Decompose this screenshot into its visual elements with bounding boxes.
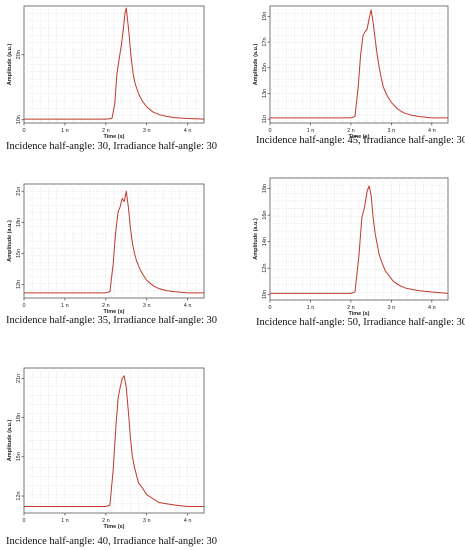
chart-1-y-tick-label: 10n (16, 115, 22, 124)
chart-5-y-tick-label: 21n (16, 374, 22, 383)
chart-3-caption: Incidence half-angle: 35, Irradiance hal… (6, 315, 218, 326)
chart-4-y-tick-label: 12n (262, 264, 268, 273)
chart-2-y-tick-label: 17n (262, 37, 268, 46)
chart-2-y-tick-label: 15n (262, 63, 268, 72)
chart-panel-4: 0 1 n 2 n 3 n 4 n 10n 12n 14n 16n 18n Time (s) Ampl… (248, 172, 465, 337)
chart-4-plot: 0 1 n 2 n 3 n 4 n 10n 12n 14n 16n 18n Time (s) Ampl… (253, 177, 449, 317)
chart-1-x-tick-label: 3 n (143, 128, 151, 134)
chart-2-x-tick-label: 1 n (307, 128, 315, 134)
chart-2-grid (270, 6, 448, 123)
chart-4-y-tick-label: 16n (262, 211, 268, 220)
chart-5-x-tick-label: 2 n (102, 518, 110, 524)
chart-1-x-axis-label: Time (s) (104, 134, 125, 140)
chart-5-x-axis-label: Time (s) (104, 524, 125, 530)
chart-2-x-axis-label: Time (s) (349, 134, 370, 140)
chart-3-x-axis-label: Time (s) (104, 309, 125, 315)
chart-5-y-tick-label: 18n (16, 413, 22, 422)
chart-3-grid (24, 184, 204, 298)
chart-4-x-axis-label: Time (s) (349, 311, 370, 317)
chart-1-x-tick-label: 2 n (102, 128, 110, 134)
chart-4-x-tick-label: 4 n (428, 305, 436, 311)
chart-5-series-line-1 (24, 375, 204, 507)
chart-2-series-line-1 (270, 9, 448, 119)
chart-5-y-axis-label: Amplitude (a.u.) (7, 420, 13, 462)
chart-2-y-tick-label: 13n (262, 89, 268, 98)
chart-2-y-tick-label: 19n (262, 12, 268, 21)
chart-4-y-tick-label: 10n (262, 290, 268, 299)
chart-2-x-tick-label: 4 n (428, 128, 436, 134)
chart-1-plot: 0 1 n 2 n 3 n 4 n 10n 20n Time (s) Amplitude (a.… (7, 5, 205, 140)
chart-4-caption: Incidence half-angle: 50, Irradiance hal… (256, 317, 465, 328)
chart-4-y-tick-label: 14n (262, 237, 268, 246)
chart-3-x-tick-label: 4 n (184, 303, 192, 309)
chart-3-x-tick-label: 2 n (102, 303, 110, 309)
chart-4-x-tick-label: 2 n (347, 305, 355, 311)
chart-4-x-tick-label: 1 n (307, 305, 315, 311)
chart-1-series-line-1 (24, 7, 205, 120)
chart-5-x-tick-label: 3 n (143, 518, 151, 524)
chart-3-x-tick-label: 1 n (61, 303, 69, 309)
chart-1-y-axis-label: Amplitude (a.u.) (7, 44, 13, 86)
chart-1-x-tick-label: 4 n (184, 128, 192, 134)
chart-3-y-tick-label: 12n (16, 280, 22, 289)
chart-4-x-tick-label: 3 n (388, 305, 396, 311)
chart-4-series-line-1 (270, 185, 449, 294)
chart-5-plot: 0 1 n 2 n 3 n 4 n 12n 15n 18n 21n Time (s) Amplitu… (7, 367, 205, 530)
chart-2-plot: 0 1 n 2 n 3 n 4 n 11n 13n 15n 17n 19n Time (s) Ampl… (253, 5, 449, 140)
chart-4-grid (270, 178, 448, 300)
chart-3-plot: 0 1 n 2 n 3 n 4 n 12n 15n 18n 21n Time (s) Amplitu… (7, 183, 205, 315)
chart-2-x-tick-label: 2 n (347, 128, 355, 134)
chart-2-x-tick-label: 0 (268, 128, 271, 134)
chart-panel-2: 0 1 n 2 n 3 n 4 n 11n 13n 15n 17n 19n Time (s) Ampl… (248, 0, 465, 160)
chart-5-caption: Incidence half-angle: 40, Irradiance hal… (6, 536, 218, 547)
chart-1-x-tick-label: 1 n (61, 128, 69, 134)
chart-4-y-tick-label: 18n (262, 184, 268, 193)
chart-panel-1: 0 1 n 2 n 3 n 4 n 10n 20n Time (s) Amplitude (a.… (0, 0, 230, 160)
chart-3-series-line-1 (24, 190, 204, 294)
chart-4-x-tick-label: 0 (268, 305, 271, 311)
chart-1-caption: Incidence half-angle: 30, Irradiance hal… (6, 141, 218, 152)
chart-5-y-tick-label: 12n (16, 491, 22, 500)
chart-5-y-tick-label: 15n (16, 452, 22, 461)
chart-2-y-tick-label: 11n (262, 115, 268, 124)
chart-1-x-tick-label: 0 (22, 128, 25, 134)
chart-2-caption: Incidence half-angle: 45, Irradiance hal… (256, 135, 465, 146)
chart-4-y-axis-label: Amplitude (a.u.) (253, 218, 259, 260)
chart-2-y-axis-label: Amplitude (a.u.) (253, 44, 259, 86)
chart-3-y-tick-label: 15n (16, 249, 22, 258)
chart-5-x-tick-label: 1 n (61, 518, 69, 524)
chart-5-x-tick-label: 0 (22, 518, 25, 524)
chart-3-y-tick-label: 18n (16, 218, 22, 227)
chart-3-x-tick-label: 3 n (143, 303, 151, 309)
chart-3-y-axis-label: Amplitude (a.u.) (7, 220, 13, 262)
chart-panel-3: 0 1 n 2 n 3 n 4 n 12n 15n 18n 21n Time (s) Amplitu… (0, 178, 230, 338)
chart-1-y-tick-label: 20n (16, 50, 22, 59)
chart-3-x-tick-label: 0 (22, 303, 25, 309)
chart-2-x-tick-label: 3 n (388, 128, 396, 134)
chart-panel-5: 0 1 n 2 n 3 n 4 n 12n 15n 18n 21n Time (s) Amplitu… (0, 362, 230, 550)
chart-5-x-tick-label: 4 n (184, 518, 192, 524)
chart-3-y-tick-label: 21n (16, 187, 22, 196)
